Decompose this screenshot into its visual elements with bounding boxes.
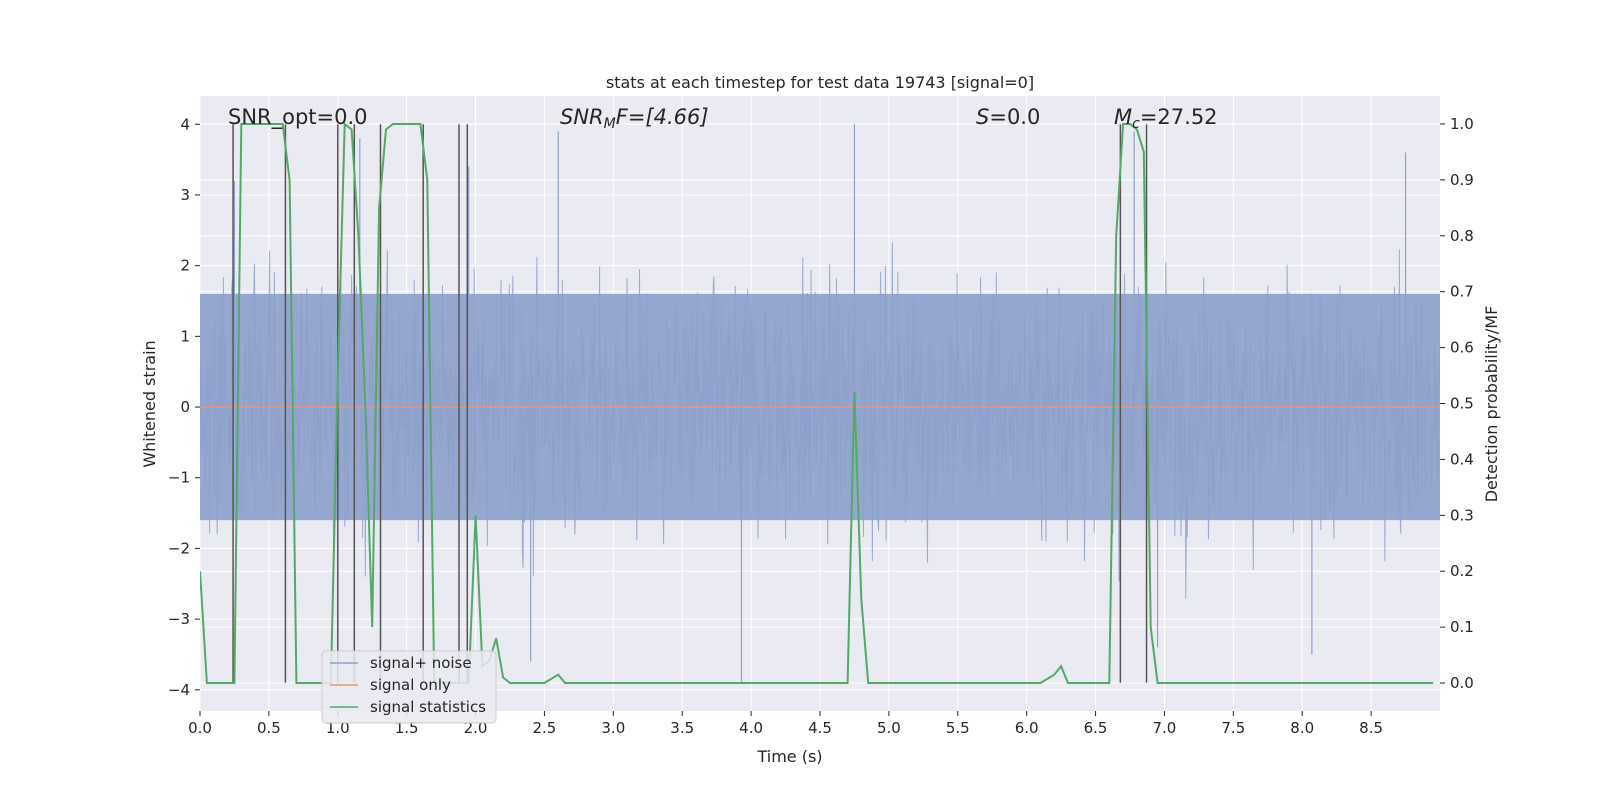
annotation-mc-value: =27.52 bbox=[1140, 105, 1218, 129]
x-tick-label: 2.5 bbox=[533, 719, 557, 737]
y-tick-label: 3 bbox=[180, 186, 190, 204]
y-right-tick-label: 0.0 bbox=[1450, 674, 1474, 692]
legend-label-signal: signal only bbox=[370, 676, 451, 694]
y-right-tick-label: 0.8 bbox=[1450, 227, 1474, 245]
y-right-tick-label: 1.0 bbox=[1450, 115, 1474, 133]
y-tick-label: −2 bbox=[168, 539, 190, 557]
legend-label-noise: signal+ noise bbox=[370, 654, 472, 672]
y-tick-label: −4 bbox=[168, 681, 190, 699]
annotation-s: S=0.0 bbox=[976, 105, 1040, 129]
y-tick-label: 1 bbox=[180, 327, 190, 345]
y-right-tick-label: 0.1 bbox=[1450, 618, 1474, 636]
signal-statistics-line bbox=[200, 121, 1434, 684]
annotation-snr-mf-var: SNR bbox=[560, 105, 604, 129]
annotation-snr-mf-sub: M bbox=[604, 116, 616, 132]
right-axis-ticks: 0.0 0.1 0.2 0.3 0.4 0.5 0.6 0.7 0.8 0.9 1.0 bbox=[1440, 115, 1474, 692]
vertical-markers bbox=[232, 124, 1148, 683]
y-tick-label: 2 bbox=[180, 257, 190, 275]
y-right-tick-label: 0.3 bbox=[1450, 506, 1474, 524]
series-signal-statistics bbox=[200, 121, 1434, 684]
y-tick-label: −1 bbox=[168, 469, 190, 487]
annotation-snr-mf: SNRMF=[4.66] bbox=[560, 105, 709, 132]
y-axis-right-label: Detection probability/MF bbox=[1482, 306, 1501, 503]
chart-title: stats at each timestep for test data 197… bbox=[606, 73, 1034, 92]
legend-box bbox=[321, 650, 497, 724]
x-tick-label: 3.0 bbox=[601, 719, 625, 737]
annotation-s-value: =0.0 bbox=[989, 105, 1040, 129]
x-tick-label: 3.5 bbox=[670, 719, 694, 737]
legend-label-stats: signal statistics bbox=[370, 698, 486, 716]
y-tick-label: 4 bbox=[180, 115, 190, 133]
x-tick-label: 7.0 bbox=[1153, 719, 1177, 737]
y-right-tick-label: 0.4 bbox=[1450, 450, 1474, 468]
x-tick-label: 4.5 bbox=[808, 719, 832, 737]
x-tick-label: 8.0 bbox=[1290, 719, 1314, 737]
y-tick-label: 0 bbox=[180, 398, 190, 416]
legend: signal+ noise signal only signal statist… bbox=[321, 650, 497, 724]
annotation-mc-var: M bbox=[1114, 105, 1132, 129]
annotation-s-var: S bbox=[976, 105, 989, 129]
y-right-tick-label: 0.5 bbox=[1450, 395, 1474, 413]
y-right-tick-label: 0.6 bbox=[1450, 339, 1474, 357]
y-right-tick-label: 0.7 bbox=[1450, 283, 1474, 301]
x-tick-label: 5.5 bbox=[946, 719, 970, 737]
annotation-mc: Mc=27.52 bbox=[1114, 105, 1218, 132]
x-tick-label: 6.5 bbox=[1084, 719, 1108, 737]
x-tick-label: 7.5 bbox=[1221, 719, 1245, 737]
y-axis-label: Whitened strain bbox=[140, 340, 159, 467]
y-right-tick-label: 0.9 bbox=[1450, 171, 1474, 189]
y-tick-label: −3 bbox=[168, 610, 190, 628]
x-tick-label: 0.5 bbox=[257, 719, 281, 737]
x-tick-label: 6.0 bbox=[1015, 719, 1039, 737]
annotation-mc-sub: c bbox=[1132, 116, 1140, 132]
x-tick-label: 5.0 bbox=[877, 719, 901, 737]
left-axis-ticks: −4 −3 −2 −1 0 1 2 3 4 bbox=[168, 115, 200, 699]
annotation-snr-opt: SNR_opt=0.0 bbox=[228, 105, 368, 130]
annotation-snr-mf-value: F=[4.66] bbox=[616, 105, 709, 129]
x-tick-label: 4.0 bbox=[739, 719, 763, 737]
y-right-tick-label: 0.2 bbox=[1450, 562, 1474, 580]
x-axis-ticks: 0.0 0.5 1.0 1.5 2.0 2.5 3.0 3.5 4.0 4.5 5.0 5.5 6.0 6… bbox=[188, 711, 1383, 737]
x-tick-label: 0.0 bbox=[188, 719, 212, 737]
x-tick-label: 8.5 bbox=[1359, 719, 1383, 737]
x-axis-label: Time (s) bbox=[756, 747, 822, 766]
